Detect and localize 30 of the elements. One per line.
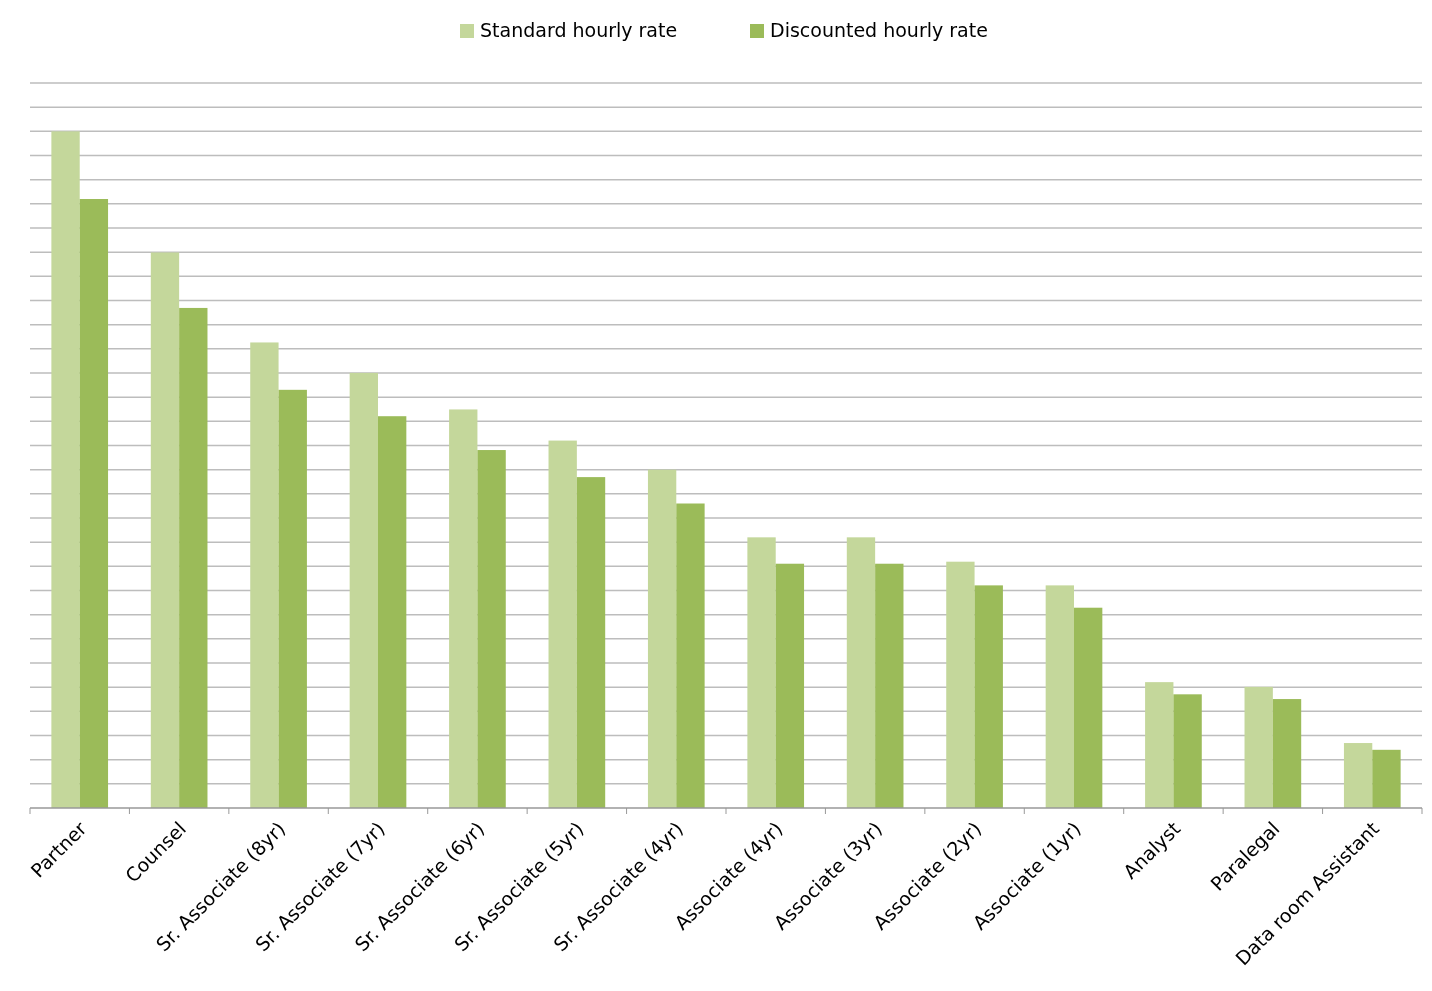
bar [676, 503, 705, 808]
bar [1173, 694, 1202, 808]
bar [747, 537, 776, 808]
legend-label: Standard hourly rate [480, 19, 678, 41]
bar [477, 450, 506, 808]
bar [150, 252, 180, 808]
bar [576, 477, 606, 808]
bar [250, 342, 279, 808]
bar [1145, 682, 1174, 808]
bar [946, 561, 975, 808]
bar [1045, 585, 1074, 808]
bar [1372, 749, 1401, 808]
bar [846, 537, 876, 808]
bar [79, 199, 109, 808]
bar [278, 389, 307, 808]
bar [179, 307, 208, 808]
bar [51, 131, 80, 808]
bar [449, 409, 478, 808]
bar [1244, 686, 1273, 808]
bar [775, 563, 805, 808]
bar [548, 440, 577, 808]
bar [875, 563, 904, 808]
bar [378, 416, 407, 808]
bar [1272, 699, 1302, 808]
bar [1074, 607, 1103, 808]
bar [1343, 743, 1373, 808]
bar [647, 469, 677, 808]
bar [974, 585, 1003, 808]
bar [349, 372, 378, 808]
legend-label: Discounted hourly rate [770, 19, 988, 41]
